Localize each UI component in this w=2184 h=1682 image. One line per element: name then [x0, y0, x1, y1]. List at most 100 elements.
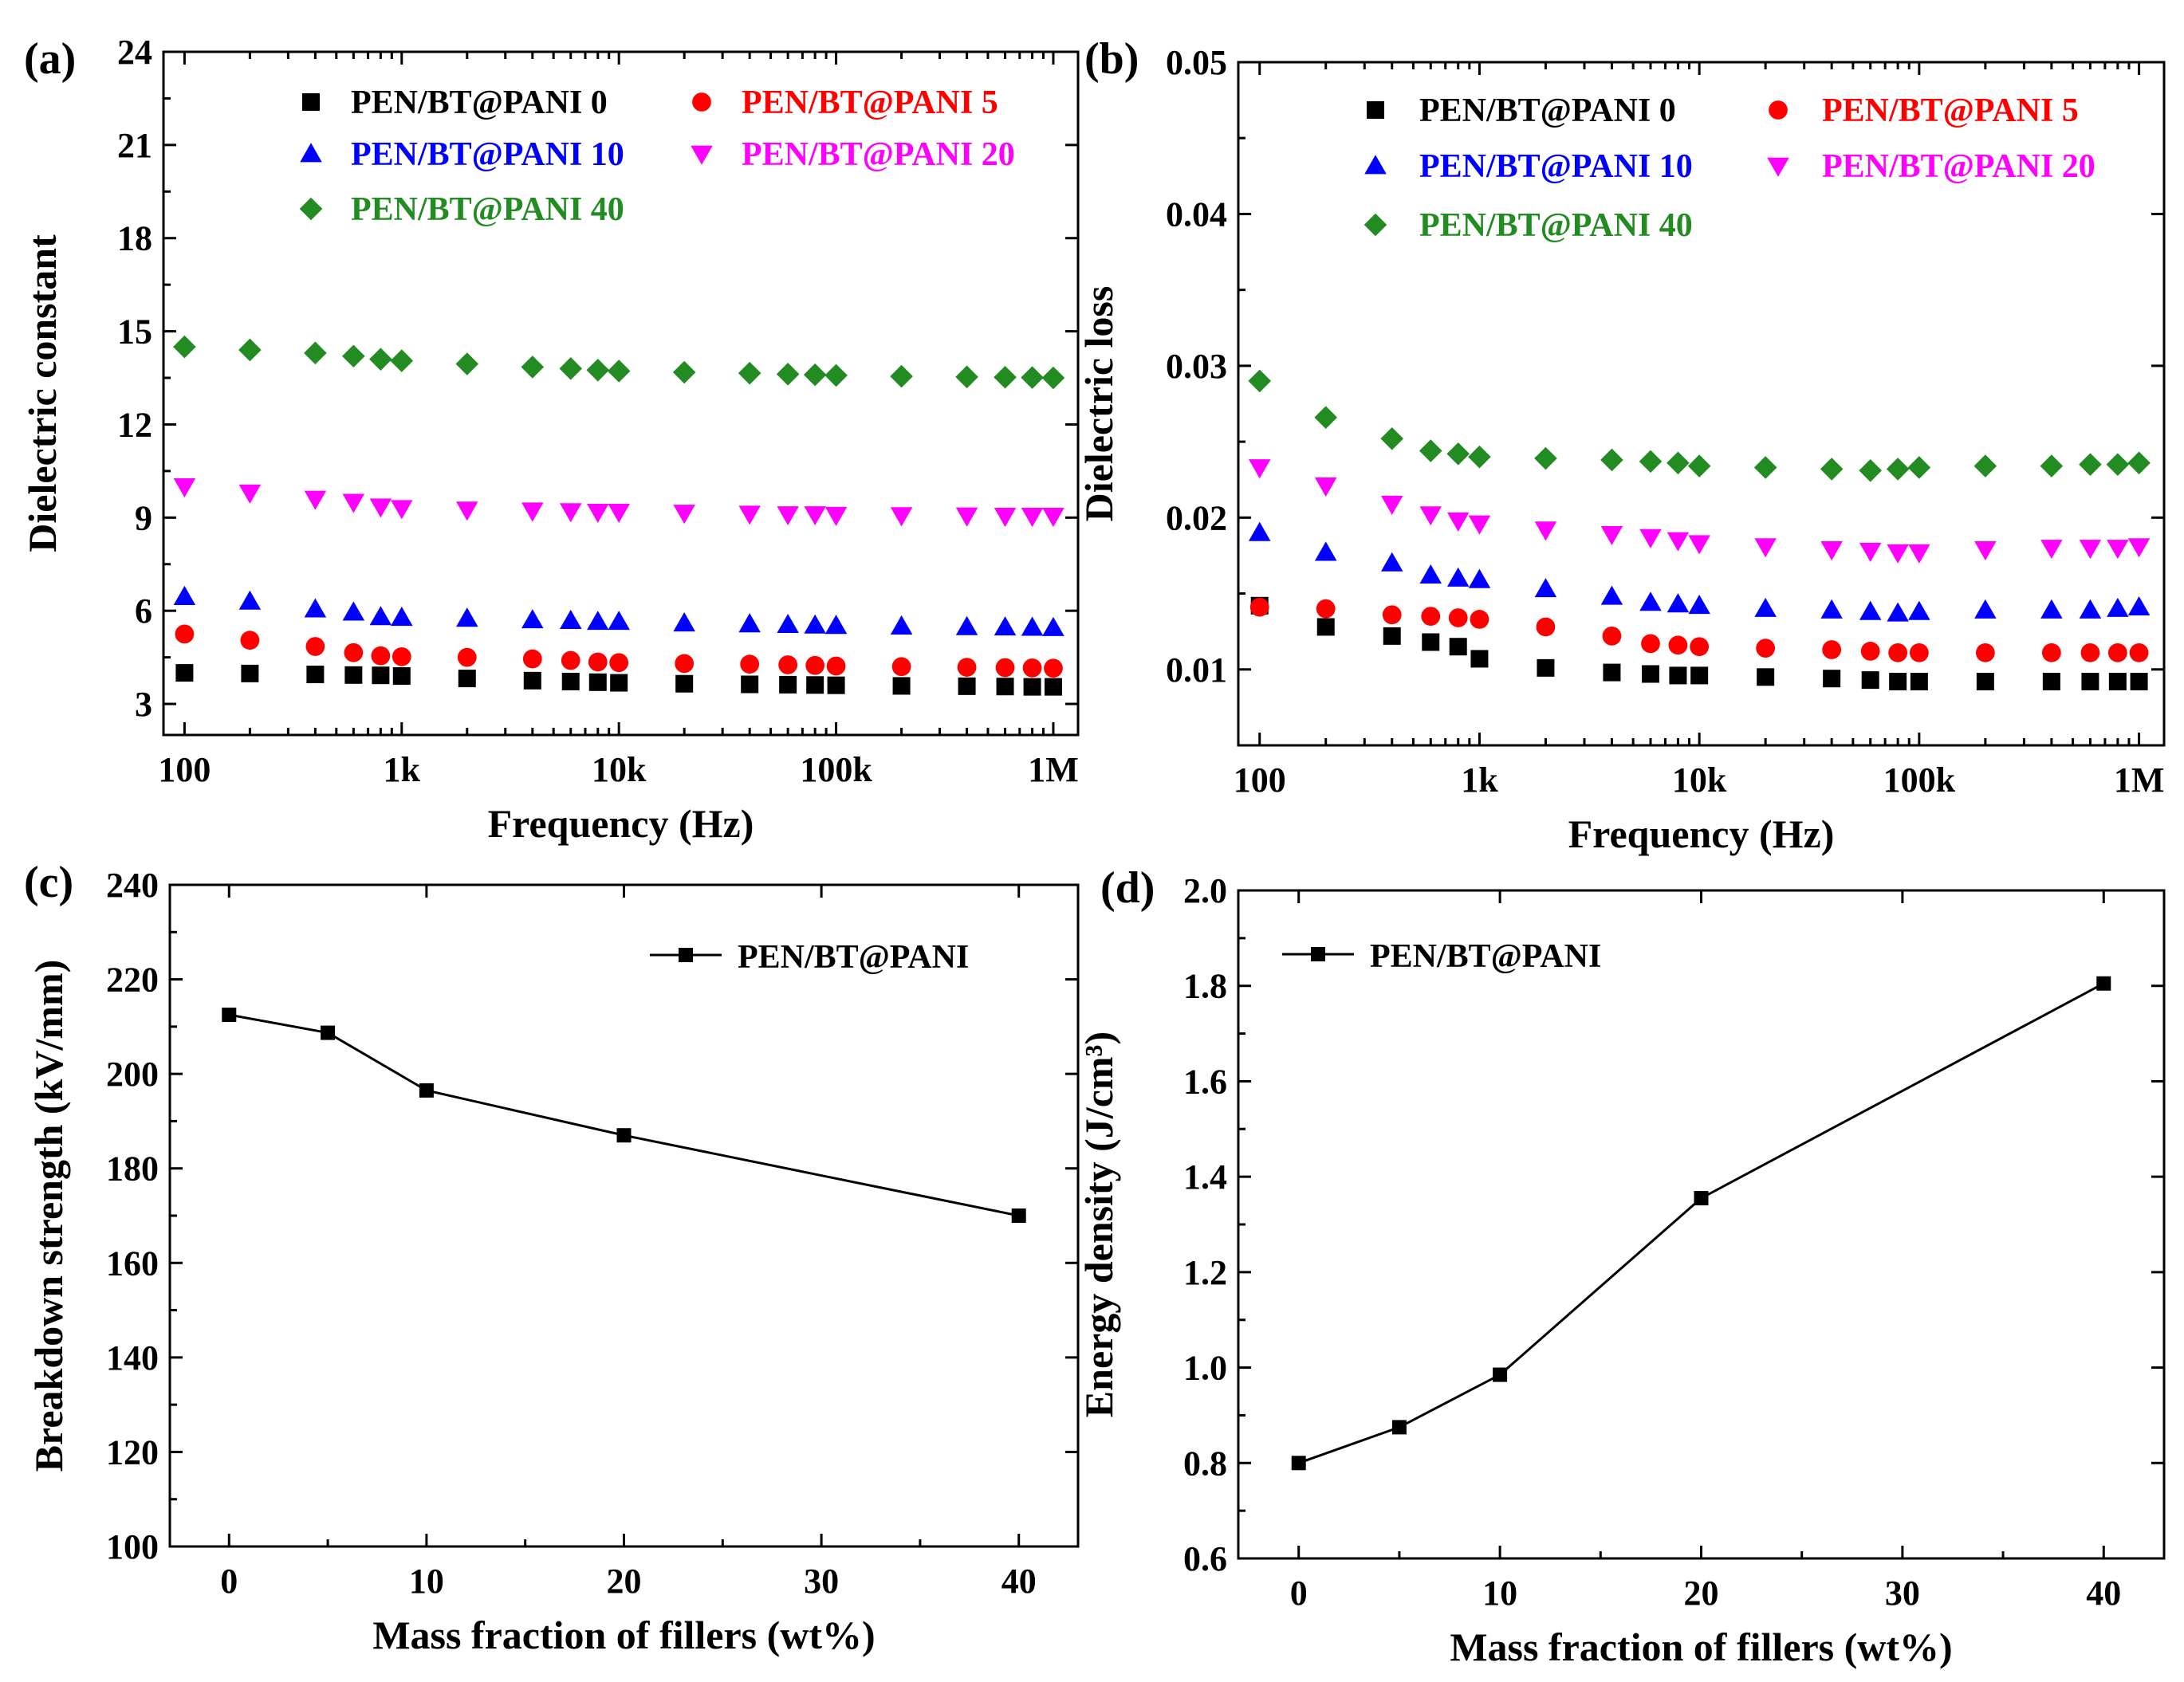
data-point — [1694, 1191, 1709, 1206]
y-tick-label: 1.2 — [1183, 1253, 1227, 1292]
data-point — [1023, 678, 1041, 696]
data-point — [824, 364, 848, 387]
data-point — [1910, 673, 1928, 691]
data-point — [994, 508, 1017, 528]
data-point — [1600, 448, 1623, 472]
y-tick-label: 160 — [106, 1244, 159, 1283]
data-point — [672, 360, 696, 384]
data-point — [372, 666, 390, 685]
data-point — [2041, 643, 2061, 662]
data-point — [1688, 595, 1710, 615]
y-tick-label: 100 — [106, 1527, 159, 1566]
data-point — [1044, 678, 1062, 696]
data-point — [890, 507, 913, 527]
data-point — [1641, 665, 1659, 683]
x-tick-label: 10k — [592, 750, 647, 789]
data-point — [1690, 637, 1710, 657]
data-point — [1602, 627, 1622, 646]
data-point — [616, 1128, 632, 1143]
legend-marker — [1367, 101, 1384, 119]
x-tick-label: 0 — [220, 1562, 238, 1601]
data-point — [1382, 605, 1402, 625]
data-point — [1639, 450, 1663, 474]
data-point — [587, 611, 609, 631]
data-point — [1291, 1456, 1306, 1471]
data-point — [1249, 597, 1269, 617]
data-point — [826, 656, 846, 676]
data-point — [779, 675, 797, 694]
data-point — [2079, 453, 2102, 476]
data-point — [2040, 454, 2064, 477]
data-point — [1753, 456, 1777, 479]
data-point — [1493, 1367, 1508, 1382]
data-point — [456, 607, 478, 627]
chart-panel-4: (d) 0 10 20 30 40 0.6 0.8 1.0 1.2 1.4 1.6 1.8 2.0 Mass… — [1076, 863, 2166, 1669]
data-point — [1314, 477, 1337, 497]
y-tick-label: 0.6 — [1183, 1539, 1227, 1578]
y-tick-label: 1.4 — [1183, 1157, 1227, 1197]
data-point — [342, 493, 365, 513]
data-point — [1667, 593, 1690, 613]
data-point — [806, 676, 824, 694]
data-point — [173, 585, 196, 605]
legend-marker — [1364, 213, 1387, 237]
data-point — [1861, 671, 1879, 690]
data-point — [827, 676, 845, 694]
data-point — [1021, 508, 1044, 528]
legend-marker — [1769, 100, 1788, 120]
data-point — [1041, 366, 1065, 390]
data-point — [1859, 458, 1883, 482]
x-axis-title: Frequency (Hz) — [488, 801, 754, 846]
chart-panel-1: (a) 100 1k 10k 100k 1M 3 6 9 12 15 18 21 24 Frequency … — [20, 33, 1080, 846]
data-point — [1639, 591, 1662, 611]
data-point — [369, 498, 392, 518]
data-point — [1907, 456, 1931, 479]
legend-label: PEN/BT@PANI 20 — [742, 136, 1015, 173]
data-point — [1756, 639, 1776, 658]
data-point — [1859, 542, 1882, 562]
legend-label: PEN/BT@PANI 0 — [351, 84, 608, 121]
plot-frame — [1237, 889, 2166, 1560]
data-point — [804, 506, 826, 526]
y-tick-label: 0.01 — [1166, 650, 1227, 690]
data-point — [1976, 673, 1994, 691]
legend-marker — [679, 948, 693, 962]
x-tick-label: 100 — [1234, 760, 1286, 800]
data-point — [521, 502, 544, 522]
data-point — [1446, 442, 1470, 466]
data-point — [955, 507, 978, 527]
x-tick-label: 30 — [1885, 1574, 1920, 1613]
x-axis-title: Mass fraction of fillers (wt%) — [372, 1613, 875, 1657]
data-point — [1973, 454, 1997, 477]
data-point — [586, 358, 610, 382]
data-point — [392, 666, 411, 685]
data-point — [588, 673, 607, 691]
data-point — [1380, 552, 1403, 572]
data-point — [2108, 673, 2127, 691]
data-point — [608, 611, 630, 631]
data-point — [738, 613, 761, 633]
legend: PEN/BT@PANI — [650, 939, 969, 976]
series-line — [1298, 982, 2104, 1464]
legend-label: PEN/BT@PANI — [1370, 938, 1601, 975]
y-tick-label: 0.05 — [1166, 43, 1227, 82]
legend-label: PEN/BT@PANI 10 — [1419, 148, 1693, 185]
data-point — [958, 677, 976, 695]
data-point — [1419, 506, 1442, 526]
y-tick-label: 0.04 — [1166, 195, 1227, 234]
data-point — [1859, 600, 1882, 620]
data-point — [1820, 541, 1843, 561]
data-point — [1603, 663, 1621, 682]
x-tick-label: 20 — [1684, 1574, 1719, 1613]
y-tick-label: 1.8 — [1183, 967, 1227, 1006]
data-point — [1021, 616, 1044, 636]
data-point — [1668, 635, 1688, 655]
y-tick-label: 3 — [135, 685, 152, 724]
x-tick-label: 40 — [1001, 1562, 1037, 1601]
y-tick-label: 24 — [117, 33, 152, 72]
data-point — [2130, 673, 2148, 691]
data-point — [1975, 643, 1995, 662]
x-tick-label: 1M — [2114, 760, 2165, 800]
data-point — [778, 655, 798, 674]
data-point — [240, 631, 260, 650]
